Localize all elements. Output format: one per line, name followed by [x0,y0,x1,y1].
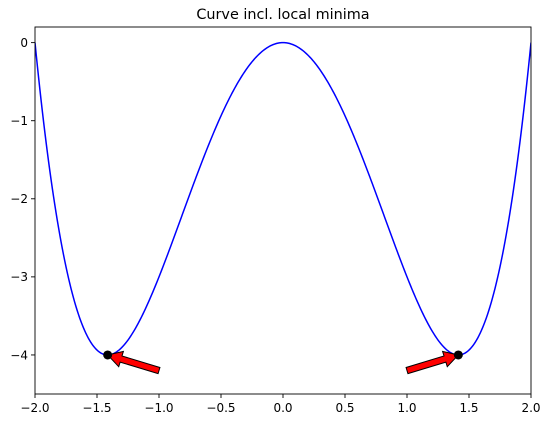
x-tick-label: 0.0 [273,401,292,415]
x-tick-label: −2.0 [20,401,49,415]
series-line [35,41,531,356]
x-tick-label: 1.0 [397,401,416,415]
x-tick-label: 0.5 [335,401,354,415]
plot-area: −2.0 −1.5 −1.0 −0.5 0.0 0.5 1.0 1.5 2.0 0 −1 −2 −3 −4 [10,26,541,415]
minimum-marker-2 [453,350,463,360]
x-tick-label: 1.5 [459,401,478,415]
axes-frame [34,26,532,395]
x-tick-label: −1.5 [82,401,111,415]
chart-title: Curve incl. local minima [196,7,369,23]
minimum-marker-1 [103,350,113,360]
y-tick-label: 0 [20,36,28,50]
x-tick-label: −0.5 [206,401,235,415]
x-tick-label: 2.0 [521,401,540,415]
arrow-1 [106,350,161,375]
arrow-2 [405,350,460,375]
y-tick-label: −2 [10,192,28,206]
y-tick-label: −1 [10,114,28,128]
x-tick-label: −1.0 [144,401,173,415]
y-tick-label: −3 [10,270,28,284]
y-tick-label: −4 [10,348,28,362]
